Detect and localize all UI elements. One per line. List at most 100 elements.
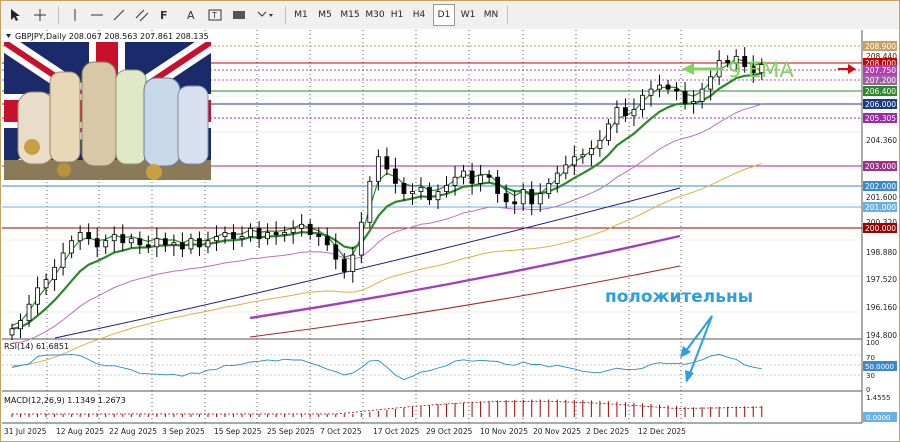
candle-body[interactable] [750, 66, 756, 74]
timeframe-d1[interactable]: D1 [433, 4, 455, 26]
candle-body[interactable] [145, 244, 151, 248]
candle-body[interactable] [128, 238, 134, 244]
candle-body[interactable] [137, 238, 143, 246]
candle-body[interactable] [665, 84, 671, 90]
candle-body[interactable] [733, 55, 739, 63]
candle-body[interactable] [205, 240, 211, 248]
candle-body[interactable] [571, 156, 577, 166]
symbol-dropdown-icon[interactable] [6, 34, 11, 38]
candle-body[interactable] [640, 94, 645, 111]
candle-body[interactable] [171, 242, 177, 246]
vertical-line-icon[interactable] [67, 4, 83, 26]
candle-body[interactable] [486, 174, 492, 178]
candle-body[interactable] [162, 238, 168, 246]
candle-body[interactable] [725, 60, 731, 63]
timeframe-mn[interactable]: MN [483, 10, 499, 20]
candle-body[interactable] [197, 238, 202, 248]
text-label-icon[interactable]: T [207, 4, 223, 26]
candle-body[interactable] [273, 232, 279, 235]
candle-body[interactable] [350, 254, 356, 272]
timeframe-m30[interactable]: M30 [365, 10, 385, 20]
candle-body[interactable] [691, 101, 696, 104]
trendline-icon[interactable] [111, 4, 127, 26]
candle-body[interactable] [222, 232, 228, 238]
candle-body[interactable] [461, 170, 466, 178]
timeframe-w1[interactable]: W1 [460, 10, 476, 20]
candle-body[interactable] [43, 279, 49, 289]
candle-body[interactable] [699, 88, 705, 102]
timeframe-m5[interactable]: M5 [318, 10, 332, 20]
candle-body[interactable] [495, 176, 501, 194]
candle-body[interactable] [77, 232, 83, 242]
cursor-icon[interactable] [7, 4, 23, 26]
candle-body[interactable] [214, 236, 219, 242]
candle-body[interactable] [657, 84, 662, 90]
candle-body[interactable] [410, 191, 415, 194]
text-tool-icon[interactable]: A [183, 4, 199, 26]
timeframe-h1[interactable]: H1 [390, 10, 404, 20]
candle-body[interactable] [606, 123, 611, 141]
candle-body[interactable] [392, 168, 398, 184]
shapes-menu-icon[interactable] [255, 4, 277, 26]
candle-body[interactable] [265, 232, 271, 240]
candle-body[interactable] [537, 193, 543, 205]
candle-body[interactable] [60, 252, 66, 268]
candle-body[interactable] [231, 232, 236, 240]
candle-body[interactable] [427, 187, 432, 201]
candle-body[interactable] [469, 170, 475, 184]
candle-body[interactable] [614, 107, 620, 125]
candle-body[interactable] [631, 109, 637, 117]
fibonacci-icon[interactable]: F [157, 4, 173, 26]
candle-body[interactable] [188, 238, 194, 250]
candle-body[interactable] [239, 236, 245, 240]
candle-body[interactable] [248, 228, 253, 238]
candle-body[interactable] [674, 88, 679, 92]
candle-body[interactable] [759, 64, 765, 74]
candle-body[interactable] [86, 232, 92, 240]
candle-body[interactable] [333, 244, 339, 260]
candle-body[interactable] [742, 55, 748, 67]
candle-body[interactable] [179, 242, 185, 250]
rectangle-icon[interactable] [231, 4, 247, 26]
candle-body[interactable] [120, 234, 126, 244]
candle-body[interactable] [597, 139, 603, 149]
candle-body[interactable] [154, 238, 160, 248]
candle-body[interactable] [478, 174, 484, 184]
candle-body[interactable] [444, 185, 449, 192]
candle-body[interactable] [546, 182, 552, 194]
candle-body[interactable] [503, 193, 509, 203]
candle-body[interactable] [111, 234, 117, 242]
horizontal-line-icon[interactable] [89, 4, 105, 26]
candle-body[interactable] [401, 182, 407, 194]
candle-body[interactable] [256, 228, 262, 240]
candle-body[interactable] [452, 176, 458, 186]
candle-body[interactable] [358, 221, 364, 256]
candle-body[interactable] [580, 154, 586, 158]
candle-body[interactable] [563, 164, 569, 174]
equidistant-channel-icon[interactable] [133, 4, 151, 26]
candle-body[interactable] [418, 187, 424, 192]
candle-body[interactable] [290, 228, 296, 233]
candle-body[interactable] [435, 191, 441, 201]
candle-body[interactable] [708, 76, 714, 90]
crosshair-icon[interactable] [31, 4, 49, 26]
candle-body[interactable] [35, 287, 40, 305]
candle-body[interactable] [103, 240, 109, 248]
candle-body[interactable] [648, 88, 654, 96]
candle-body[interactable] [69, 240, 75, 254]
candle-body[interactable] [18, 320, 23, 330]
candle-body[interactable] [512, 201, 518, 205]
timeframe-m15[interactable]: M15 [340, 10, 360, 20]
candle-body[interactable] [341, 258, 347, 272]
candle-body[interactable] [52, 266, 57, 281]
candle-body[interactable] [9, 328, 15, 336]
candle-body[interactable] [307, 223, 313, 235]
candle-body[interactable] [529, 189, 535, 205]
candle-body[interactable] [324, 236, 330, 246]
timeframe-m1[interactable]: M1 [294, 10, 308, 20]
candle-body[interactable] [316, 234, 322, 238]
candle-body[interactable] [282, 232, 288, 235]
candle-body[interactable] [623, 107, 628, 117]
candle-body[interactable] [299, 223, 305, 229]
candle-body[interactable] [682, 90, 688, 104]
